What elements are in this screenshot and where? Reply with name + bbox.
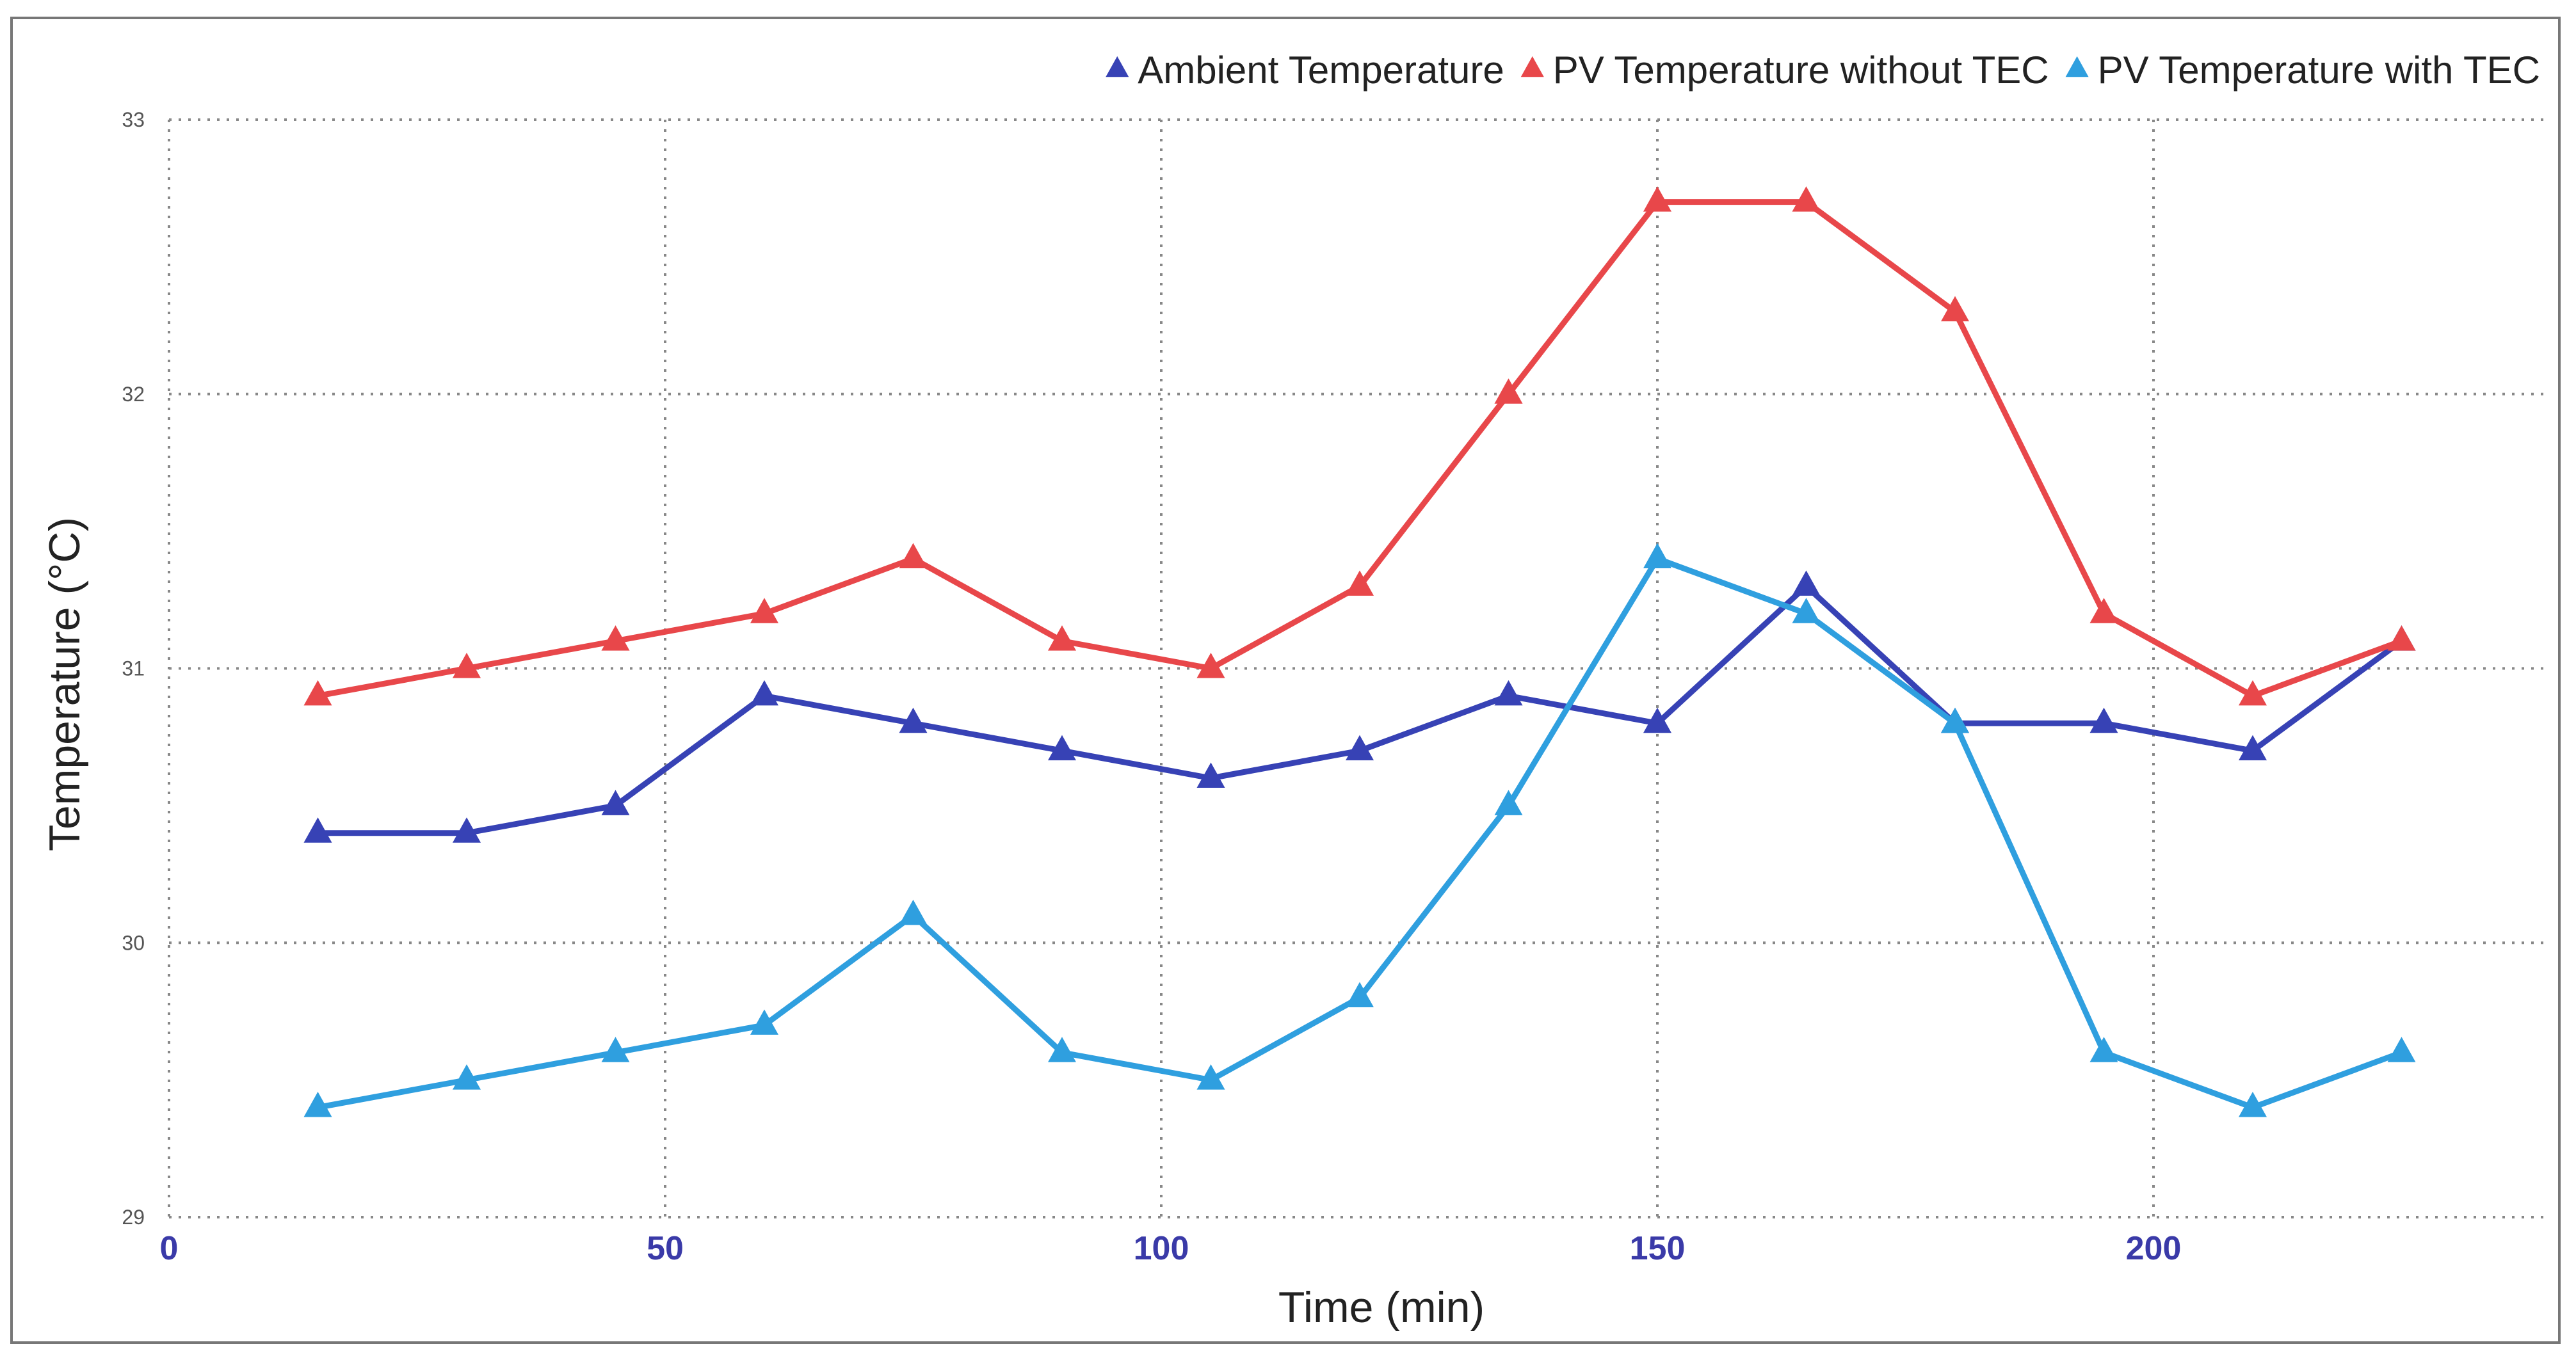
data-point bbox=[601, 1037, 630, 1062]
legend-marker bbox=[1106, 56, 1129, 77]
x-axis-title: Time (min) bbox=[1278, 1283, 1485, 1332]
data-point bbox=[1494, 680, 1523, 706]
data-point bbox=[2089, 1037, 2118, 1062]
data-point bbox=[1792, 186, 1821, 212]
data-point bbox=[1346, 570, 1374, 596]
data-point bbox=[1048, 625, 1076, 651]
data-point bbox=[750, 598, 778, 623]
series-ambient-temperature bbox=[303, 570, 2416, 843]
y-tick-label: 33 bbox=[122, 108, 145, 131]
series-pv-temperature-with-tec bbox=[303, 543, 2416, 1117]
data-point bbox=[2387, 1037, 2416, 1062]
tick-labels: 29 30 31 32 33 0 50 100 150 200 bbox=[122, 108, 2181, 1267]
data-point bbox=[750, 680, 778, 706]
data-point bbox=[2387, 625, 2416, 651]
legend-marker bbox=[2065, 56, 2089, 77]
data-point bbox=[899, 707, 928, 733]
data-point bbox=[303, 1091, 332, 1117]
data-point bbox=[2089, 707, 2118, 733]
x-tick-label: 0 bbox=[160, 1230, 179, 1267]
data-point bbox=[1792, 598, 1821, 623]
data-point bbox=[750, 1009, 778, 1035]
data-point bbox=[303, 817, 332, 843]
series-pv-temperature-without-tec bbox=[303, 186, 2416, 706]
grid-lines bbox=[168, 118, 2550, 1218]
data-point bbox=[1643, 186, 1671, 212]
data-point bbox=[453, 652, 481, 678]
data-point bbox=[899, 543, 928, 569]
data-point bbox=[1196, 652, 1225, 678]
y-tick-label: 30 bbox=[122, 931, 145, 954]
data-point bbox=[2239, 1091, 2267, 1117]
legend: PV Temperature with TEC PV Temperature wi… bbox=[1106, 49, 2540, 92]
y-axis-title: Temperature (°C) bbox=[40, 517, 89, 851]
data-point bbox=[2089, 598, 2118, 623]
data-point bbox=[2239, 680, 2267, 706]
data-point bbox=[1196, 1064, 1225, 1090]
series-group bbox=[303, 186, 2416, 1117]
chart-border bbox=[10, 17, 2561, 1344]
legend-label: Ambient Temperature bbox=[1138, 49, 1504, 92]
legend-marker bbox=[1520, 56, 1544, 77]
data-point bbox=[1792, 570, 1821, 596]
data-point bbox=[1346, 982, 1374, 1008]
data-point bbox=[601, 790, 630, 815]
data-point bbox=[1196, 762, 1225, 788]
legend-label: PV Temperature without TEC bbox=[1553, 49, 2049, 92]
data-point bbox=[1941, 707, 1969, 733]
y-tick-label: 32 bbox=[122, 383, 145, 406]
data-point bbox=[453, 817, 481, 843]
data-point bbox=[1643, 543, 1671, 569]
data-point bbox=[1346, 735, 1374, 761]
data-point bbox=[453, 1064, 481, 1090]
data-point bbox=[1048, 735, 1076, 761]
data-point bbox=[601, 625, 630, 651]
x-tick-label: 150 bbox=[1630, 1230, 1686, 1267]
data-point bbox=[1494, 378, 1523, 404]
data-point bbox=[899, 899, 928, 925]
x-tick-label: 100 bbox=[1134, 1230, 1189, 1267]
x-tick-label: 200 bbox=[2126, 1230, 2182, 1267]
legend-label: PV Temperature with TEC bbox=[2098, 49, 2540, 92]
data-point bbox=[1494, 790, 1523, 815]
y-tick-label: 29 bbox=[122, 1206, 145, 1229]
data-point bbox=[1643, 707, 1671, 733]
data-point bbox=[2239, 735, 2267, 761]
data-point bbox=[303, 680, 332, 706]
data-point bbox=[1941, 296, 1969, 322]
data-point bbox=[1048, 1037, 1076, 1062]
y-tick-label: 31 bbox=[122, 657, 145, 680]
x-tick-label: 50 bbox=[647, 1230, 684, 1267]
